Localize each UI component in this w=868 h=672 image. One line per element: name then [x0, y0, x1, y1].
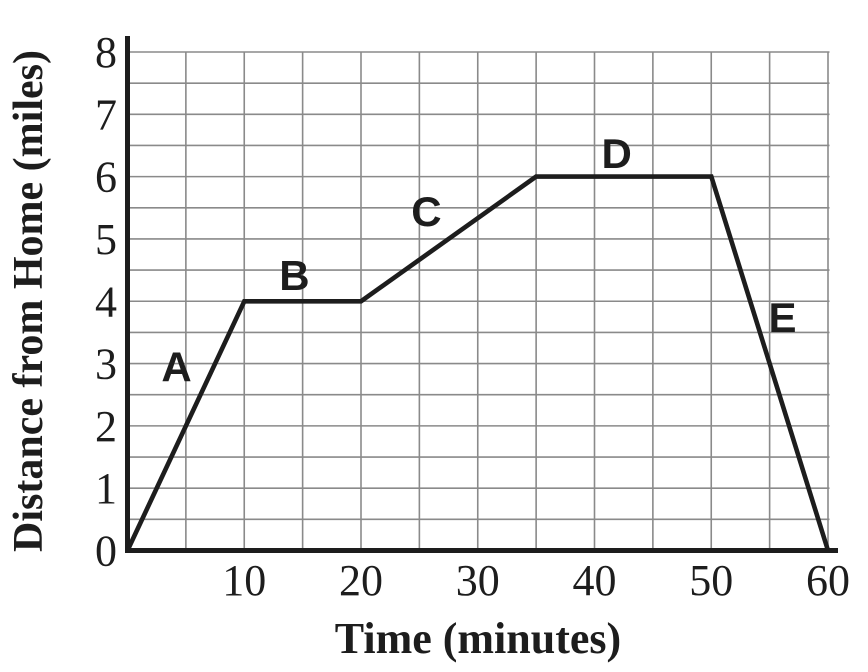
segment-label-layer: A B C D E [161, 130, 796, 391]
x-tick-label: 60 [806, 556, 850, 605]
x-axis-title: Time (minutes) [335, 614, 621, 663]
y-tick-label: 0 [95, 527, 117, 576]
y-tick-label: 6 [95, 153, 117, 202]
y-tick-label: 4 [95, 277, 117, 326]
segment-label-A: A [161, 344, 191, 391]
tick-label-layer: 0 1 2 3 4 5 6 7 8 10 20 30 40 50 60 [95, 28, 850, 605]
axes-layer [125, 36, 838, 553]
y-tick-label: 2 [95, 402, 117, 451]
data-line-layer [125, 174, 831, 552]
y-tick-label: 8 [95, 28, 117, 77]
y-tick-label: 3 [95, 340, 117, 389]
x-tick-label: 20 [339, 556, 383, 605]
y-tick-label: 5 [95, 215, 117, 264]
y-axis-title: Distance from Home (miles) [6, 50, 52, 552]
segment-label-E: E [768, 294, 796, 341]
y-tick-label: 7 [95, 90, 117, 139]
segment-label-C: C [411, 188, 441, 235]
distance-line [125, 174, 831, 552]
x-tick-label: 10 [222, 556, 266, 605]
segment-label-D: D [602, 130, 632, 177]
grid-layer [127, 51, 830, 551]
x-tick-label: 30 [456, 556, 500, 605]
x-tick-label: 50 [689, 556, 733, 605]
segment-label-B: B [279, 252, 309, 299]
x-tick-label: 40 [573, 556, 617, 605]
y-tick-label: 1 [95, 464, 117, 513]
